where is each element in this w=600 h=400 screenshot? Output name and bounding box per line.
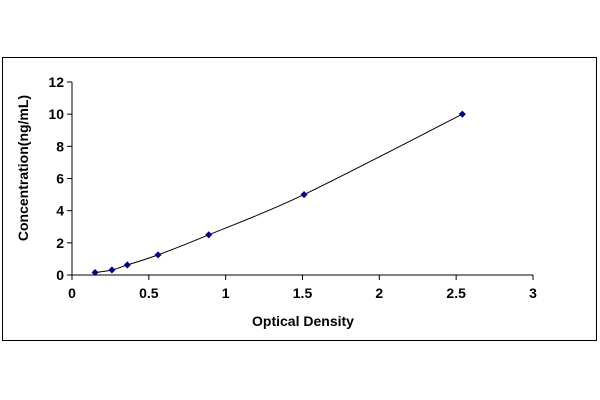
data-point (205, 231, 213, 239)
x-tick-label: 0 (68, 285, 76, 301)
y-tick-label: 4 (56, 203, 64, 219)
x-axis-title: Optical Density (252, 313, 354, 329)
y-tick-label: 0 (56, 267, 64, 283)
fit-curve-line (94, 113, 463, 273)
y-tick-label: 6 (56, 171, 64, 187)
data-point (300, 191, 308, 199)
x-tick-label: 3 (529, 285, 537, 301)
y-axis-title: Concentration(ng/mL) (15, 95, 31, 241)
y-tick-label: 2 (56, 235, 64, 251)
data-point (458, 110, 466, 118)
x-tick-label: 2.5 (446, 285, 466, 301)
y-ticks: 0 2 4 6 8 10 12 (48, 74, 72, 283)
data-point (91, 268, 99, 277)
fit-curve (94, 113, 463, 273)
y-tick-label: 8 (56, 138, 64, 154)
x-tick-label: 1.5 (293, 285, 313, 301)
x-tick-label: 0.5 (139, 285, 159, 301)
y-tick-label: 10 (48, 106, 64, 122)
data-points (91, 110, 466, 277)
y-tick-label: 12 (48, 74, 64, 90)
x-tick-label: 1 (222, 285, 230, 301)
chart-frame (2, 57, 597, 341)
data-point (154, 251, 162, 259)
x-tick-label: 2 (375, 285, 383, 301)
data-point (123, 261, 131, 269)
data-point (108, 266, 116, 274)
x-ticks: 0 0.5 1 1.5 2 2.5 3 (68, 275, 537, 301)
